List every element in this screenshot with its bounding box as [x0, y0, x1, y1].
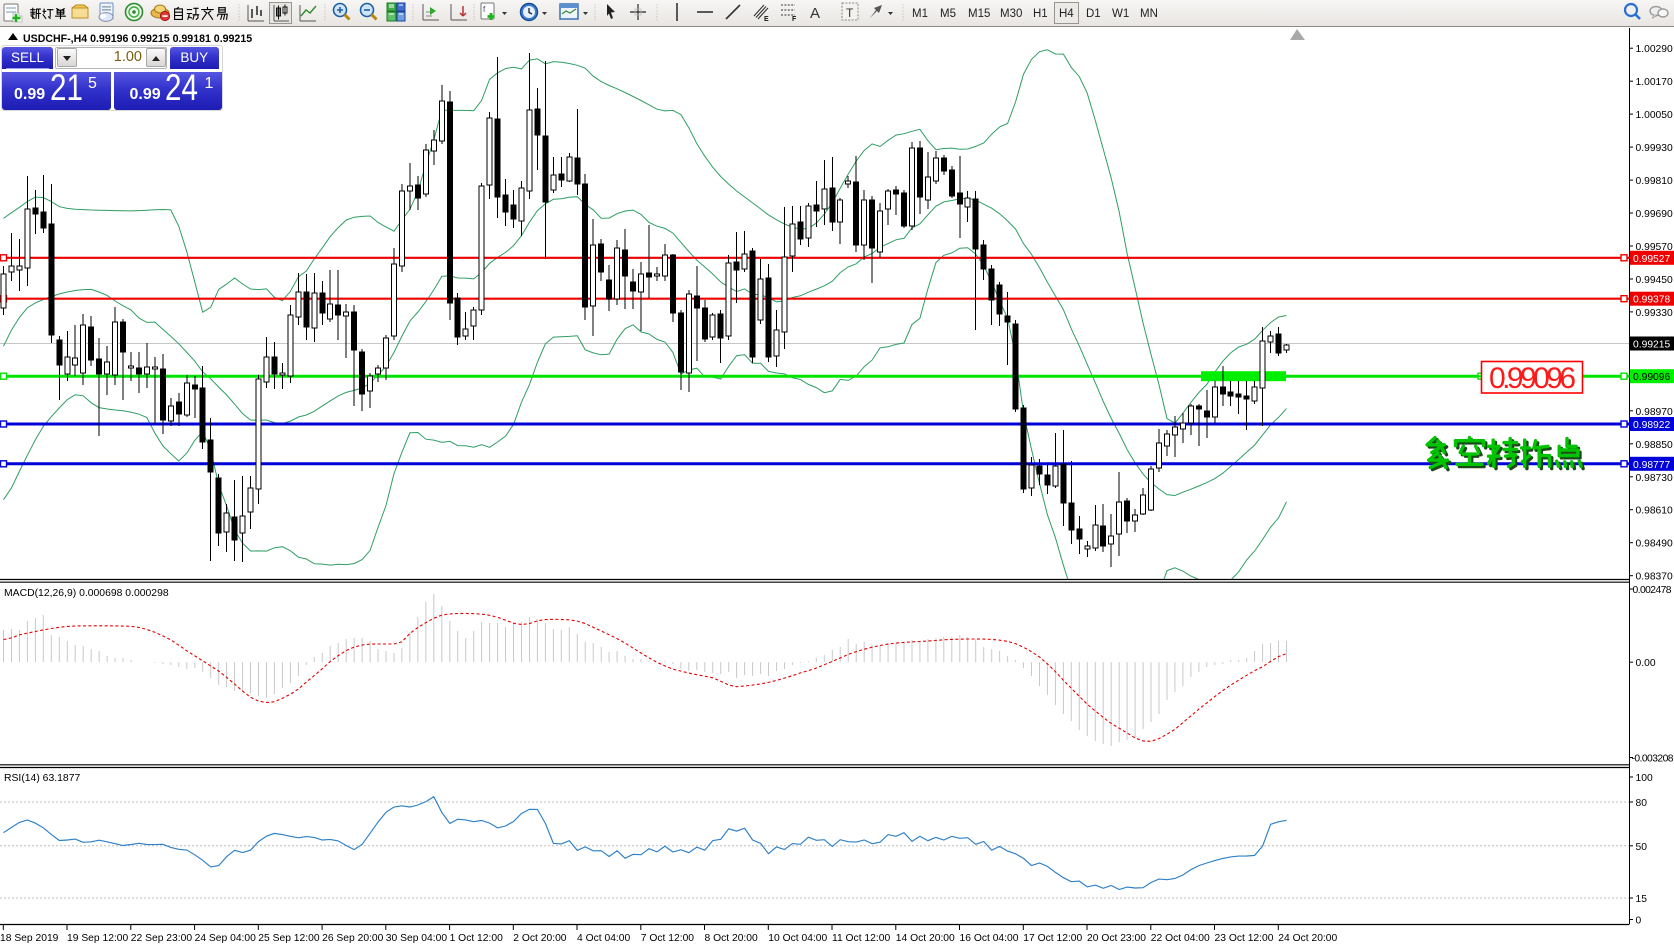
svg-text:0.98730: 0.98730 [1636, 473, 1673, 484]
svg-text:0: 0 [1636, 916, 1642, 927]
svg-text:50: 50 [1636, 842, 1648, 853]
svg-text:0.98490: 0.98490 [1636, 539, 1673, 550]
svg-text:18 Sep 2019: 18 Sep 2019 [0, 933, 59, 944]
svg-text:14 Oct 20:00: 14 Oct 20:00 [896, 933, 955, 944]
svg-text:0.99690: 0.99690 [1636, 209, 1673, 220]
svg-text:0.99450: 0.99450 [1636, 275, 1673, 286]
svg-text:0.99930: 0.99930 [1636, 143, 1673, 154]
svg-text:20 Oct 23:00: 20 Oct 23:00 [1087, 933, 1146, 944]
svg-text:MACD(12,26,9) 0.000698 0.00029: MACD(12,26,9) 0.000698 0.000298 [4, 588, 169, 599]
svg-text:16 Oct 04:00: 16 Oct 04:00 [960, 933, 1019, 944]
svg-text:0.99378: 0.99378 [1633, 295, 1670, 306]
svg-text:MN: MN [1140, 8, 1158, 20]
svg-text:E: E [764, 16, 769, 23]
svg-text:0.00: 0.00 [1636, 658, 1656, 669]
svg-text:-0.003208: -0.003208 [1632, 754, 1674, 765]
svg-text:10 Oct 04:00: 10 Oct 04:00 [768, 933, 827, 944]
svg-text:0.99215: 0.99215 [1633, 340, 1670, 351]
svg-text:7 Oct 12:00: 7 Oct 12:00 [641, 933, 695, 944]
svg-text:1 Oct 12:00: 1 Oct 12:00 [450, 933, 504, 944]
svg-text:M1: M1 [912, 8, 928, 20]
svg-text:8 Oct 20:00: 8 Oct 20:00 [705, 933, 759, 944]
svg-text:24 Sep 04:00: 24 Sep 04:00 [195, 933, 257, 944]
svg-text:0.98610: 0.98610 [1636, 506, 1673, 517]
svg-text:0.99096: 0.99096 [1633, 372, 1670, 383]
svg-text:D1: D1 [1086, 8, 1101, 20]
svg-text:H4: H4 [1059, 8, 1074, 20]
svg-text:24 Oct 20:00: 24 Oct 20:00 [1278, 933, 1337, 944]
svg-text:F: F [792, 16, 797, 23]
svg-text:f: f [483, 5, 486, 14]
svg-text:T: T [846, 6, 854, 20]
svg-text:0.99330: 0.99330 [1636, 308, 1673, 319]
svg-text:0.99096: 0.99096 [1489, 362, 1576, 395]
svg-text:0.98777: 0.98777 [1633, 460, 1670, 471]
svg-text:1.00170: 1.00170 [1636, 77, 1673, 88]
svg-text:15: 15 [1636, 894, 1648, 905]
svg-text:0.98922: 0.98922 [1633, 420, 1670, 431]
svg-text:17 Oct 12:00: 17 Oct 12:00 [1023, 933, 1082, 944]
svg-text:0.98850: 0.98850 [1636, 440, 1673, 451]
svg-text:11 Oct 12:00: 11 Oct 12:00 [832, 933, 890, 944]
svg-text:1.00290: 1.00290 [1636, 44, 1673, 55]
svg-text:22 Oct 04:00: 22 Oct 04:00 [1151, 933, 1210, 944]
svg-text:USDCHF-,H4 0.99196 0.99215 0.: USDCHF-,H4 0.99196 0.99215 0.99181 0.992… [23, 33, 252, 45]
svg-text:4 Oct 04:00: 4 Oct 04:00 [577, 933, 631, 944]
svg-text:0.98370: 0.98370 [1636, 572, 1673, 583]
svg-text:26 Sep 20:00: 26 Sep 20:00 [322, 933, 384, 944]
svg-text:0.99570: 0.99570 [1636, 242, 1673, 253]
svg-text:H1: H1 [1033, 8, 1048, 20]
svg-text:100: 100 [1636, 773, 1653, 784]
svg-text:0.99527: 0.99527 [1633, 254, 1670, 265]
svg-text:W1: W1 [1112, 8, 1129, 20]
svg-text:22 Sep 23:00: 22 Sep 23:00 [131, 933, 193, 944]
svg-text:25 Sep 12:00: 25 Sep 12:00 [258, 933, 320, 944]
svg-text:0.99810: 0.99810 [1636, 176, 1673, 187]
svg-text:23 Oct 12:00: 23 Oct 12:00 [1215, 933, 1274, 944]
svg-text:0.002478: 0.002478 [1633, 585, 1672, 596]
svg-text:A: A [810, 5, 820, 22]
svg-text:2 Oct 20:00: 2 Oct 20:00 [513, 933, 567, 944]
svg-text:M15: M15 [968, 8, 990, 20]
svg-text:M5: M5 [940, 8, 956, 20]
svg-text:RSI(14) 63.1877: RSI(14) 63.1877 [4, 773, 80, 784]
svg-text:30 Sep 04:00: 30 Sep 04:00 [386, 933, 448, 944]
svg-text:0.98970: 0.98970 [1636, 407, 1673, 418]
svg-text:M30: M30 [1000, 8, 1022, 20]
svg-text:19 Sep 12:00: 19 Sep 12:00 [67, 933, 129, 944]
svg-text:80: 80 [1636, 798, 1648, 809]
svg-text:1.00050: 1.00050 [1636, 110, 1673, 121]
